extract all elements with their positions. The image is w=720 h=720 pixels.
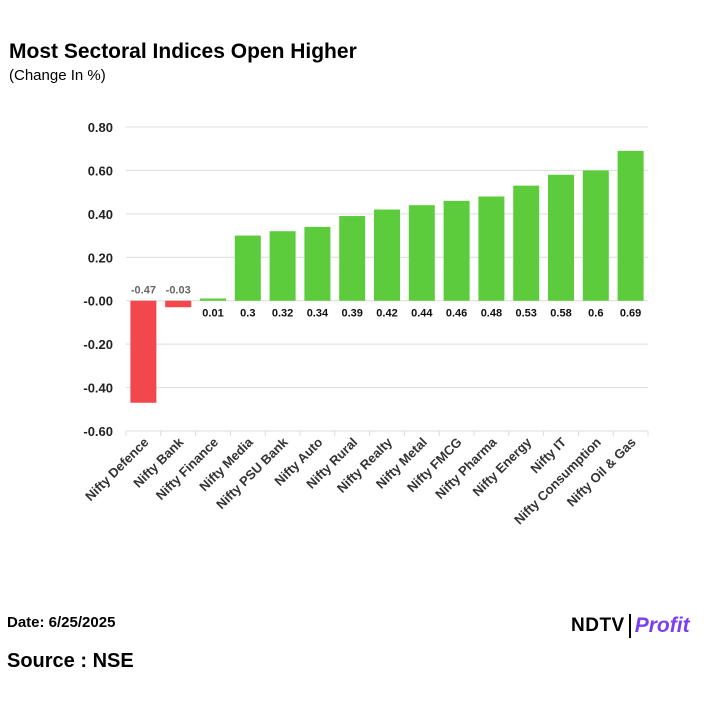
data-label: 0.44	[411, 308, 433, 320]
bar	[513, 185, 540, 301]
logo-divider	[628, 614, 631, 638]
data-label: 0.69	[620, 308, 641, 320]
data-label: 0.53	[515, 308, 536, 320]
logo-ndtv-text: NDTV	[571, 615, 625, 636]
bar	[374, 209, 400, 301]
y-tick-label: -0.60	[83, 424, 113, 439]
ndtv-profit-logo: NDTV Profit	[571, 611, 690, 641]
bar	[200, 298, 226, 301]
data-label: 0.3	[240, 308, 255, 320]
bar	[478, 196, 505, 301]
chart-title: Most Sectoral Indices Open Higher	[9, 40, 357, 63]
bar	[443, 200, 470, 301]
bar	[339, 216, 366, 301]
date-label: Date: 6/25/2025	[7, 614, 116, 631]
data-label: -0.47	[131, 285, 156, 297]
source-label: Source : NSE	[7, 650, 134, 672]
bar	[582, 170, 609, 301]
data-label: -0.03	[166, 285, 191, 297]
bar	[304, 226, 331, 301]
y-tick-label: -0.20	[83, 337, 113, 352]
data-label: 0.32	[272, 308, 293, 320]
bar	[234, 235, 261, 301]
data-label: 0.42	[376, 308, 397, 320]
chart-subtitle: (Change In %)	[9, 67, 106, 84]
bar	[617, 150, 644, 301]
data-label: 0.01	[202, 308, 223, 320]
data-label: 0.39	[341, 308, 362, 320]
y-tick-label: 0.20	[88, 250, 113, 265]
logo-profit-text: Profit	[634, 614, 690, 637]
y-tick-label: -0.40	[83, 381, 113, 396]
bar	[408, 205, 435, 301]
bar	[548, 174, 574, 301]
data-label: 0.6	[588, 308, 603, 320]
bar	[165, 300, 192, 308]
data-label: 0.34	[307, 308, 329, 320]
data-label: 0.48	[481, 308, 502, 320]
bar	[269, 231, 296, 301]
bar	[130, 300, 157, 403]
data-label: 0.46	[446, 308, 467, 320]
y-tick-label: -0.00	[83, 294, 113, 309]
y-tick-label: 0.60	[88, 163, 113, 178]
data-label: 0.58	[550, 308, 571, 320]
y-tick-label: 0.40	[88, 207, 113, 222]
bar-chart: 0.80 0.60 0.40 0.20 -0.00 -0.20 -0.40 -0.60 -0.4…	[82, 120, 649, 527]
y-tick-label: 0.80	[88, 120, 113, 135]
